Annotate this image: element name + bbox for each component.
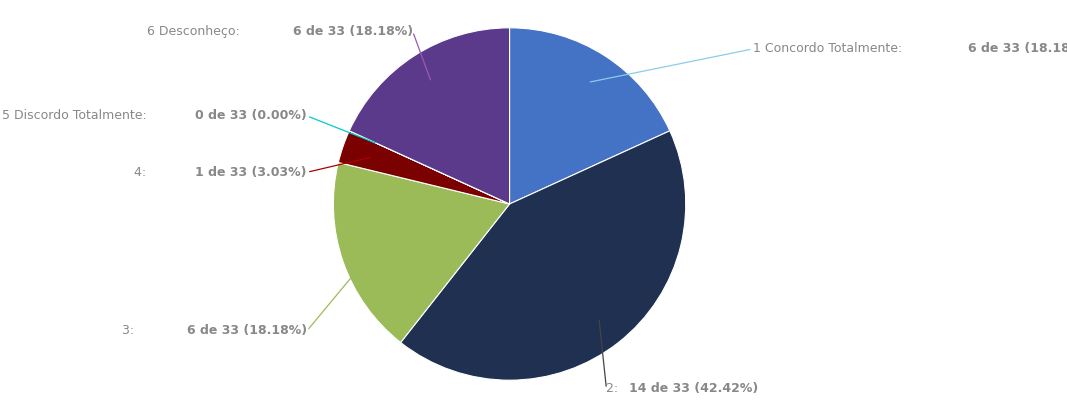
Text: 6 de 33 (18.18%): 6 de 33 (18.18%) [187,324,307,337]
Text: 14 de 33 (42.42%): 14 de 33 (42.42%) [630,382,759,395]
Text: 6 Desconheço:: 6 Desconheço: [147,25,244,38]
Text: 1 Concordo Totalmente:: 1 Concordo Totalmente: [752,42,906,55]
Wedge shape [333,162,510,342]
Text: 1 de 33 (3.03%): 1 de 33 (3.03%) [195,166,307,179]
Wedge shape [400,131,686,380]
Wedge shape [349,131,510,204]
Text: 3:: 3: [123,324,139,337]
Text: 0 de 33 (0.00%): 0 de 33 (0.00%) [195,109,307,122]
Text: 2:: 2: [606,382,622,395]
Wedge shape [510,28,670,204]
Text: 6 de 33 (18.18%): 6 de 33 (18.18%) [968,42,1067,55]
Wedge shape [338,131,510,204]
Text: 6 de 33 (18.18%): 6 de 33 (18.18%) [292,25,413,38]
Text: 5 Discordo Totalmente:: 5 Discordo Totalmente: [1,109,150,122]
Wedge shape [349,28,510,204]
Text: 4:: 4: [134,166,150,179]
